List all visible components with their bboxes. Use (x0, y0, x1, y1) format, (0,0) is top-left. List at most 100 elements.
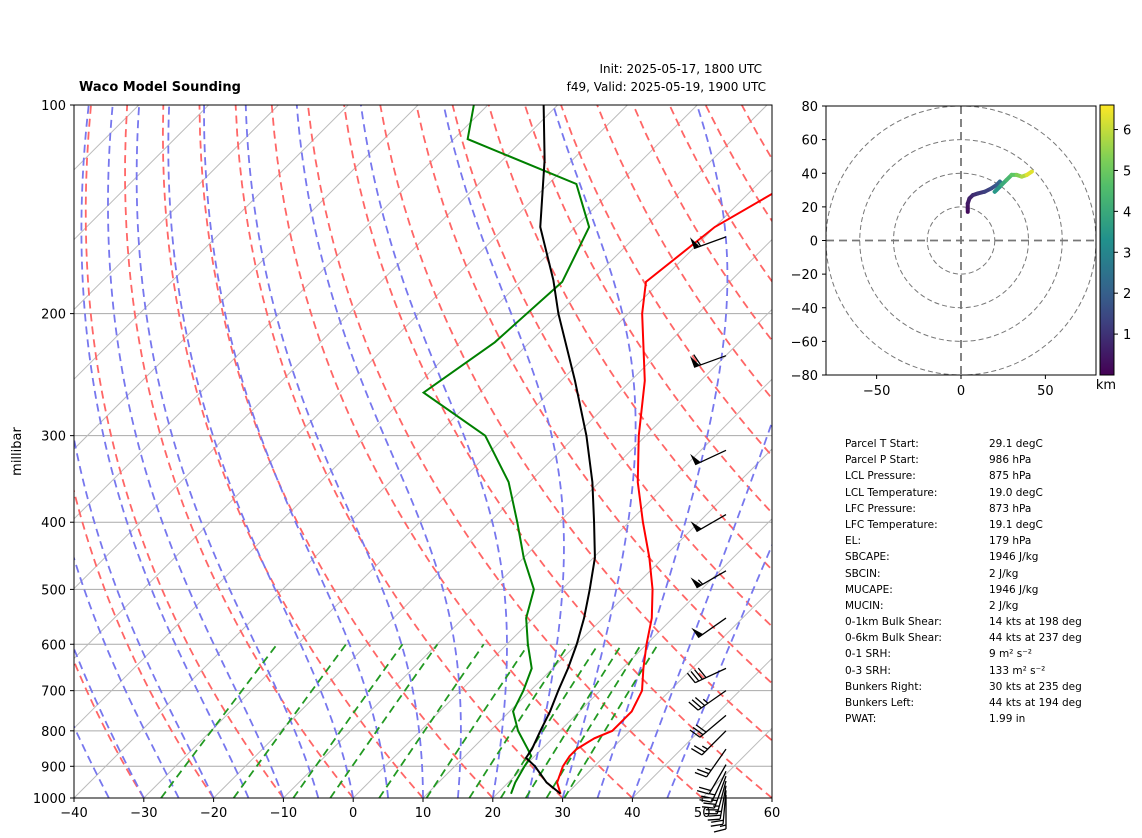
skew-t-plot-area (74, 105, 1142, 798)
barb-full (693, 745, 706, 753)
wind-barb (691, 617, 727, 639)
wind-barb (694, 748, 727, 778)
barb-staff (719, 785, 727, 820)
dry-adiabat (778, 105, 1142, 798)
barb-half (701, 745, 708, 750)
barb-half (719, 824, 727, 828)
mixing-ratio-line (232, 643, 347, 798)
mixing-ratio-line (500, 643, 600, 798)
y-tick-label: 500 (41, 583, 66, 598)
hodo-y-tick-label: 0 (810, 235, 818, 250)
dry-adiabat (124, 105, 354, 798)
param-label: Parcel P Start: (845, 454, 919, 467)
param-label: Bunkers Left: (845, 697, 915, 709)
isotherm-line (143, 169, 772, 798)
y-tick-label: 600 (41, 638, 66, 653)
isotherm-line (283, 308, 772, 798)
colorbar-tick-label: 3 (1123, 246, 1131, 261)
y-axis-label: millibar (10, 427, 25, 476)
dry-adiabat (668, 105, 772, 284)
x-tick-label: 40 (624, 806, 641, 821)
barb-full (694, 669, 703, 680)
temperature-profile (556, 192, 772, 795)
hodograph-area (826, 106, 1096, 375)
dry-adiabat (307, 105, 703, 798)
mixing-ratio-line (292, 643, 404, 798)
hodo-y-tick-label: 20 (801, 201, 818, 216)
barb-half (708, 793, 716, 796)
param-value: 875 hPa (989, 470, 1032, 483)
barb-half (702, 698, 709, 704)
param-label: SBCIN: (845, 567, 881, 580)
hodo-x-tick-label: 0 (957, 384, 965, 399)
barb-full (702, 806, 715, 809)
hodo-y-tick-label: −40 (791, 302, 818, 317)
barb-flag (690, 577, 702, 588)
hodo-y-tick-label: −60 (791, 335, 818, 350)
hodograph-ring (926, 206, 996, 275)
isotherm-line (74, 105, 279, 311)
moist-adiabat (74, 724, 110, 798)
barb-full (697, 667, 707, 679)
x-tick-label: 20 (485, 806, 502, 821)
barb-staff (722, 790, 727, 825)
wind-barb (691, 730, 727, 756)
param-value: 9 m² s⁻² (989, 648, 1033, 661)
param-value: 1.99 in (989, 713, 1026, 726)
barb-staff (701, 730, 727, 756)
dry-adiabat (451, 105, 772, 628)
moist-adiabat (74, 646, 145, 798)
wind-barb (689, 236, 727, 250)
hodo-x-tick-label: 50 (1037, 384, 1054, 399)
mixing-ratio-line (468, 643, 570, 798)
moist-adiabat (203, 105, 389, 798)
x-tick-label: −10 (270, 806, 297, 821)
barb-full (688, 701, 699, 711)
isotherm-line (213, 238, 772, 798)
barb-full (696, 790, 710, 795)
param-value: 2 J/kg (989, 567, 1019, 580)
isotherm-line (492, 518, 772, 798)
param-value: 1946 J/kg (989, 551, 1039, 564)
wind-barb (696, 764, 727, 795)
dry-adiabat (632, 105, 772, 342)
hodo-y-tick-label: 80 (801, 100, 818, 115)
barb-full (691, 699, 702, 709)
init-time: Init: 2025-05-17, 1800 UTC (599, 62, 762, 76)
barb-staff (693, 236, 727, 250)
wind-barb (690, 570, 727, 589)
barb-staff (697, 690, 727, 711)
hodo-y-tick-label: −80 (791, 369, 818, 384)
barb-full (690, 671, 700, 682)
mixing-ratio-line (563, 643, 659, 798)
wind-barb (690, 449, 727, 466)
param-label: LCL Pressure: (845, 470, 916, 483)
barb-staff (711, 770, 727, 803)
param-value: 873 hPa (989, 502, 1032, 515)
wind-barb (713, 794, 727, 833)
dry-adiabat (415, 105, 772, 685)
param-label: Bunkers Right: (845, 680, 922, 693)
skew-t-frame (73, 104, 773, 799)
isotherm-line (74, 105, 349, 380)
moist-adiabat (666, 543, 772, 798)
barb-full (708, 814, 721, 817)
isotherm-line (771, 797, 772, 798)
isotherm-line (74, 105, 209, 241)
moist-adiabat (552, 105, 637, 798)
barb-full (697, 768, 710, 775)
wind-barb (710, 790, 727, 827)
hodo-y-tick-label: −20 (791, 268, 818, 283)
isotherm-line (422, 448, 772, 798)
colorbar-tick-label: 5 (1123, 164, 1131, 179)
dry-adiabat (560, 105, 772, 458)
param-label: LCL Temperature: (845, 486, 938, 499)
barb-flag (689, 237, 700, 249)
x-tick-label: −30 (130, 806, 157, 821)
x-tick-label: 60 (764, 806, 781, 821)
dry-adiabat (523, 105, 772, 515)
barb-full (698, 786, 712, 792)
barb-flag (689, 356, 700, 368)
barb-full (692, 726, 704, 736)
y-tick-label: 900 (41, 760, 66, 775)
